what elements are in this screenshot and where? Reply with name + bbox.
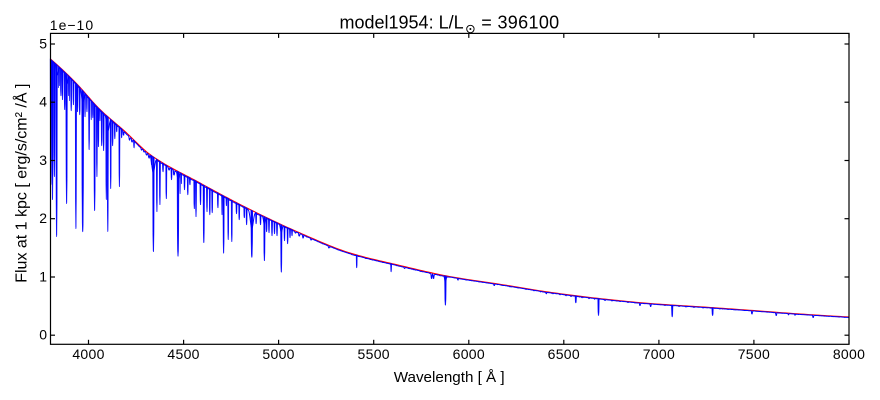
svg-text:Flux at 1 kpc [ erg/s/cm² /Å ]: Flux at 1 kpc [ erg/s/cm² /Å ] [12,84,31,283]
svg-text:model1954: L/L: model1954: L/L [340,12,464,32]
svg-text:3: 3 [39,152,47,168]
svg-text:6500: 6500 [548,346,580,362]
svg-text:5: 5 [39,35,47,51]
svg-text:6000: 6000 [453,346,485,362]
svg-text:2: 2 [39,210,47,226]
svg-text:7500: 7500 [738,346,770,362]
svg-text:1: 1 [39,268,47,284]
svg-text:1e−10: 1e−10 [50,17,94,33]
svg-text:Wavelength [ Å ]: Wavelength [ Å ] [394,369,505,386]
svg-text:4000: 4000 [72,346,104,362]
svg-text:8000: 8000 [833,346,865,362]
svg-text:7000: 7000 [643,346,675,362]
svg-text:4500: 4500 [167,346,199,362]
svg-text:4: 4 [39,94,47,110]
svg-text:5500: 5500 [358,346,390,362]
svg-text:= 396100: = 396100 [481,12,559,32]
svg-text:5000: 5000 [262,346,294,362]
svg-text:0: 0 [39,327,47,343]
